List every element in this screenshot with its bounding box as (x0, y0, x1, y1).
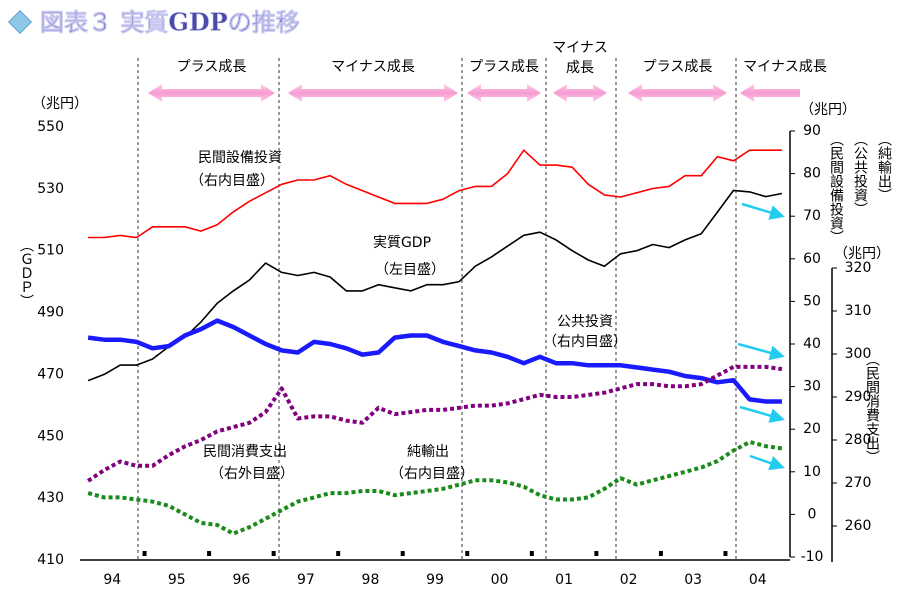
y-unit: （兆円） (32, 96, 88, 112)
series-scale-label: （右内目盛） (190, 173, 274, 189)
title-icon (7, 9, 33, 35)
series-label: 純輸出 (407, 444, 449, 460)
x-tick (271, 551, 276, 556)
y-tick-label: 430 (37, 490, 64, 506)
phase-arrow (467, 84, 541, 102)
phase-arrow (288, 84, 458, 102)
y2-tick-label: 80 (803, 166, 821, 182)
y-label: （ＧＤＰ） (18, 238, 34, 308)
x-tick-label: 95 (168, 572, 186, 588)
phase-arrow (740, 84, 800, 102)
phase-label: マイナス (552, 40, 608, 56)
phase-label: プラス成長 (177, 59, 247, 75)
y2-tick-label: 40 (803, 336, 821, 352)
pointer-arrow (749, 454, 785, 471)
x-tick (594, 551, 599, 556)
phase-arrow (148, 84, 275, 102)
y-tick-label: 410 (37, 552, 64, 568)
x-tick-label: 02 (620, 572, 638, 588)
y-tick-label: 550 (37, 119, 64, 135)
series-label: 民間設備投資 (198, 150, 282, 166)
series-label: 実質GDP (373, 235, 431, 251)
phase-label: 成長 (566, 60, 594, 76)
x-tick (658, 551, 663, 556)
x-tick-label: 01 (555, 572, 573, 588)
y2-tick-label: 70 (803, 208, 821, 224)
x-tick (400, 551, 405, 556)
x-tick-label: 03 (684, 572, 702, 588)
y3-tick-label: 320 (845, 260, 872, 276)
y3-tick-label: 300 (845, 346, 872, 362)
y2-label: （公共投資） (852, 132, 868, 216)
y3-tick-label: 290 (845, 389, 872, 405)
series-line (87, 440, 783, 536)
phase-label: プラス成長 (469, 59, 539, 75)
y2-tick-label: 50 (803, 293, 821, 309)
x-tick-label: 04 (749, 572, 767, 588)
series-line (87, 318, 782, 404)
y-tick-label: 510 (37, 243, 64, 259)
pointer-arrow (739, 405, 785, 423)
y3-unit: （兆円） (834, 246, 890, 262)
y2-label: （民間設備投資） (828, 132, 844, 244)
series-scale-label: （右外目盛） (210, 466, 294, 482)
y2-tick-label: 30 (803, 379, 821, 395)
y2-tick-label: 20 (803, 421, 821, 437)
phase-arrow (628, 84, 727, 102)
series-label: 公共投資 (557, 314, 613, 330)
y2-tick-label: 0 (808, 506, 817, 522)
y2-tick-label: 10 (803, 464, 821, 480)
x-tick-label: 99 (426, 572, 444, 588)
x-tick (207, 551, 212, 556)
y-tick-label: 450 (37, 428, 64, 444)
y2-tick-label: 60 (803, 251, 821, 267)
x-tick (723, 551, 728, 556)
y2-tick-label: 90 (803, 123, 821, 139)
phase-arrow (553, 84, 607, 102)
y3-tick-label: 270 (845, 475, 872, 491)
series-scale-label: （左目盛） (375, 262, 445, 278)
y3-tick-label: 280 (845, 432, 872, 448)
series-label: 民間消費支出 (203, 444, 287, 460)
x-tick (142, 551, 147, 556)
series-line (87, 189, 783, 382)
series-line (88, 149, 782, 239)
pointer-arrow (737, 342, 785, 361)
y2-unit: （兆円） (800, 102, 856, 118)
y-tick-label: 530 (37, 181, 64, 197)
phase-label: プラス成長 (643, 59, 713, 75)
chart-title: 図表３ 実質GDPの推移 (40, 8, 300, 37)
x-tick (336, 551, 341, 556)
x-tick-label: 97 (297, 572, 315, 588)
y3-label: （民間消費支出） (864, 352, 880, 464)
phase-label: マイナス成長 (743, 59, 827, 75)
y2-label: （純輸出） (876, 132, 892, 202)
series-line (86, 364, 783, 483)
x-tick-label: 94 (103, 572, 121, 588)
x-tick-label: 00 (491, 572, 509, 588)
phase-label: マイナス成長 (331, 59, 415, 75)
y3-tick-label: 260 (845, 518, 872, 534)
x-tick-label: 98 (362, 572, 380, 588)
pointer-arrow (741, 202, 785, 220)
series-scale-label: （右内目盛） (543, 334, 627, 350)
x-tick (529, 551, 534, 556)
y3-tick-label: 310 (845, 303, 872, 319)
y2-tick-label: -10 (801, 549, 824, 565)
x-tick (465, 551, 470, 556)
y-tick-label: 470 (37, 366, 64, 382)
x-tick-label: 96 (232, 572, 250, 588)
series-scale-label: （右内目盛） (390, 466, 474, 482)
y-tick-label: 490 (37, 305, 64, 321)
